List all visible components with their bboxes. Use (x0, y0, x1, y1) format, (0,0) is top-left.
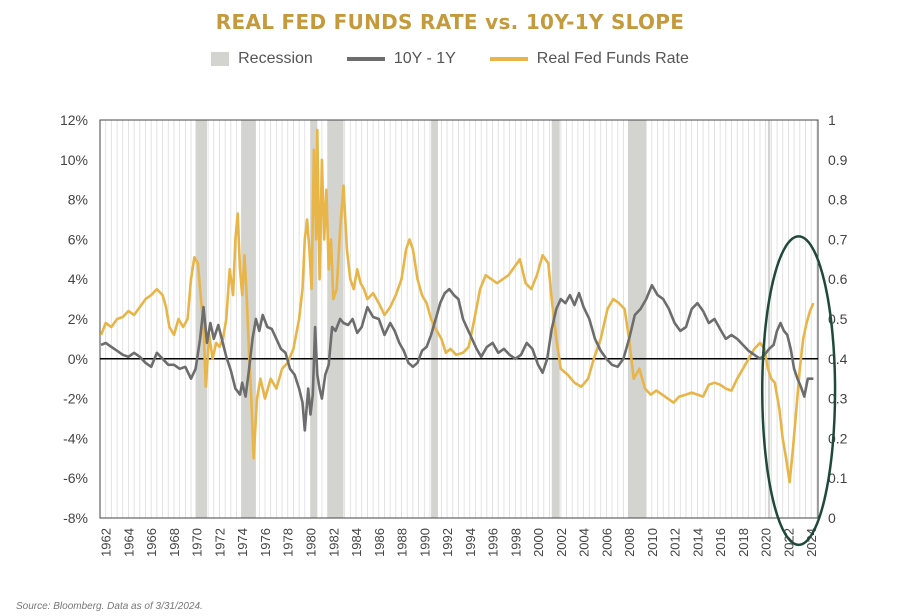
recession-bar (551, 120, 560, 518)
grid-lines (105, 120, 818, 518)
right-tick-label: 0.9 (828, 152, 848, 168)
legend-swatch-recession (211, 52, 230, 66)
x-tick-label: 2002 (554, 528, 569, 557)
right-tick-label: 0.4 (828, 351, 848, 367)
legend-item-real-ffr: Real Fed Funds Rate (489, 50, 689, 68)
x-tick-label: 1978 (281, 528, 296, 557)
left-tick-label: 12% (60, 112, 88, 128)
legend-swatch-real-ffr (489, 57, 528, 61)
x-tick-label: 1972 (212, 528, 227, 557)
legend-item-slope: 10Y - 1Y (346, 50, 456, 68)
x-tick-label: 1988 (395, 528, 410, 557)
left-tick-label: 2% (68, 311, 88, 327)
right-tick-label: 0.8 (828, 192, 848, 208)
left-tick-label: -2% (63, 391, 88, 407)
x-tick-label: 1974 (235, 528, 250, 557)
x-tick-label: 1962 (99, 528, 114, 557)
right-tick-label: 0.7 (828, 231, 848, 247)
series-line-real-fed-funds-rate (99, 128, 815, 484)
legend-swatch-slope (346, 57, 385, 61)
right-tick-label: 0.5 (828, 311, 848, 327)
highlight-ellipse (760, 235, 837, 547)
left-tick-label: 6% (68, 231, 88, 247)
x-tick-label: 1966 (144, 528, 159, 557)
x-tick-label: 1994 (463, 528, 478, 557)
recession-bar (327, 120, 344, 518)
recession-bar (310, 120, 318, 518)
x-tick-label: 1998 (508, 528, 523, 557)
legend-label-slope: 10Y - 1Y (393, 50, 456, 67)
right-tick-label: 0.6 (828, 271, 848, 287)
x-tick-label: 2024 (804, 528, 819, 557)
left-tick-label: -8% (63, 510, 88, 526)
x-tick-label: 1996 (486, 528, 501, 557)
x-tick-label: 1968 (167, 528, 182, 557)
recession-bar (627, 120, 647, 518)
right-tick-label: 0 (828, 510, 836, 526)
x-tick-label: 1976 (258, 528, 273, 557)
plot-frame (99, 119, 819, 519)
recession-bar (767, 120, 771, 518)
x-tick-label: 1986 (372, 528, 387, 557)
left-tick-label: 4% (68, 271, 88, 287)
left-tick-label: 0% (68, 351, 88, 367)
x-tick-label: 2004 (577, 528, 592, 557)
x-tick-label: 1982 (326, 528, 341, 557)
x-axis: 1962 1964 1966 1968 1970 1972 1974 1976 1978 1980… (99, 528, 819, 557)
source-note: Source: Bloomberg. Data as of 3/31/2024. (16, 601, 203, 612)
legend-label-recession: Recession (238, 50, 313, 67)
right-tick-label: 1 (828, 112, 836, 128)
x-tick-label: 2010 (645, 528, 660, 557)
x-tick-label: 1984 (349, 528, 364, 557)
x-tick-label: 1964 (121, 528, 136, 557)
left-tick-label: 10% (60, 152, 88, 168)
x-tick-label: 2012 (668, 528, 683, 557)
right-tick-label: 0.2 (828, 430, 848, 446)
chart-legend: Recession 10Y - 1Y Real Fed Funds Rate (0, 50, 900, 68)
legend-item-recession: Recession (211, 50, 313, 68)
left-tick-label: 8% (68, 192, 88, 208)
x-tick-label: 1992 (440, 528, 455, 557)
right-tick-label: 0.1 (828, 470, 848, 486)
left-tick-label: -6% (63, 470, 88, 486)
left-axis: 12% 10% 8% 6% 4% 2% 0% -2% -4% -6% -8% (60, 112, 88, 526)
right-tick-label: 0.3 (828, 391, 848, 407)
x-tick-label: 2006 (599, 528, 614, 557)
chart-title: REAL FED FUNDS RATE vs. 10Y-1Y SLOPE (215, 10, 685, 34)
legend-label-real-ffr: Real Fed Funds Rate (536, 50, 689, 67)
x-tick-label: 2020 (759, 528, 774, 557)
x-tick-label: 2018 (736, 528, 751, 557)
x-tick-label: 1980 (304, 528, 319, 557)
series-line-10y-1y (100, 283, 814, 432)
x-tick-label: 1970 (190, 528, 205, 557)
x-tick-label: 2000 (531, 528, 546, 557)
x-tick-label: 1990 (417, 528, 432, 557)
x-tick-label: 2008 (622, 528, 637, 557)
left-tick-label: -4% (63, 430, 88, 446)
x-tick-label: 2016 (713, 528, 728, 557)
x-tick-label: 2014 (690, 528, 705, 557)
